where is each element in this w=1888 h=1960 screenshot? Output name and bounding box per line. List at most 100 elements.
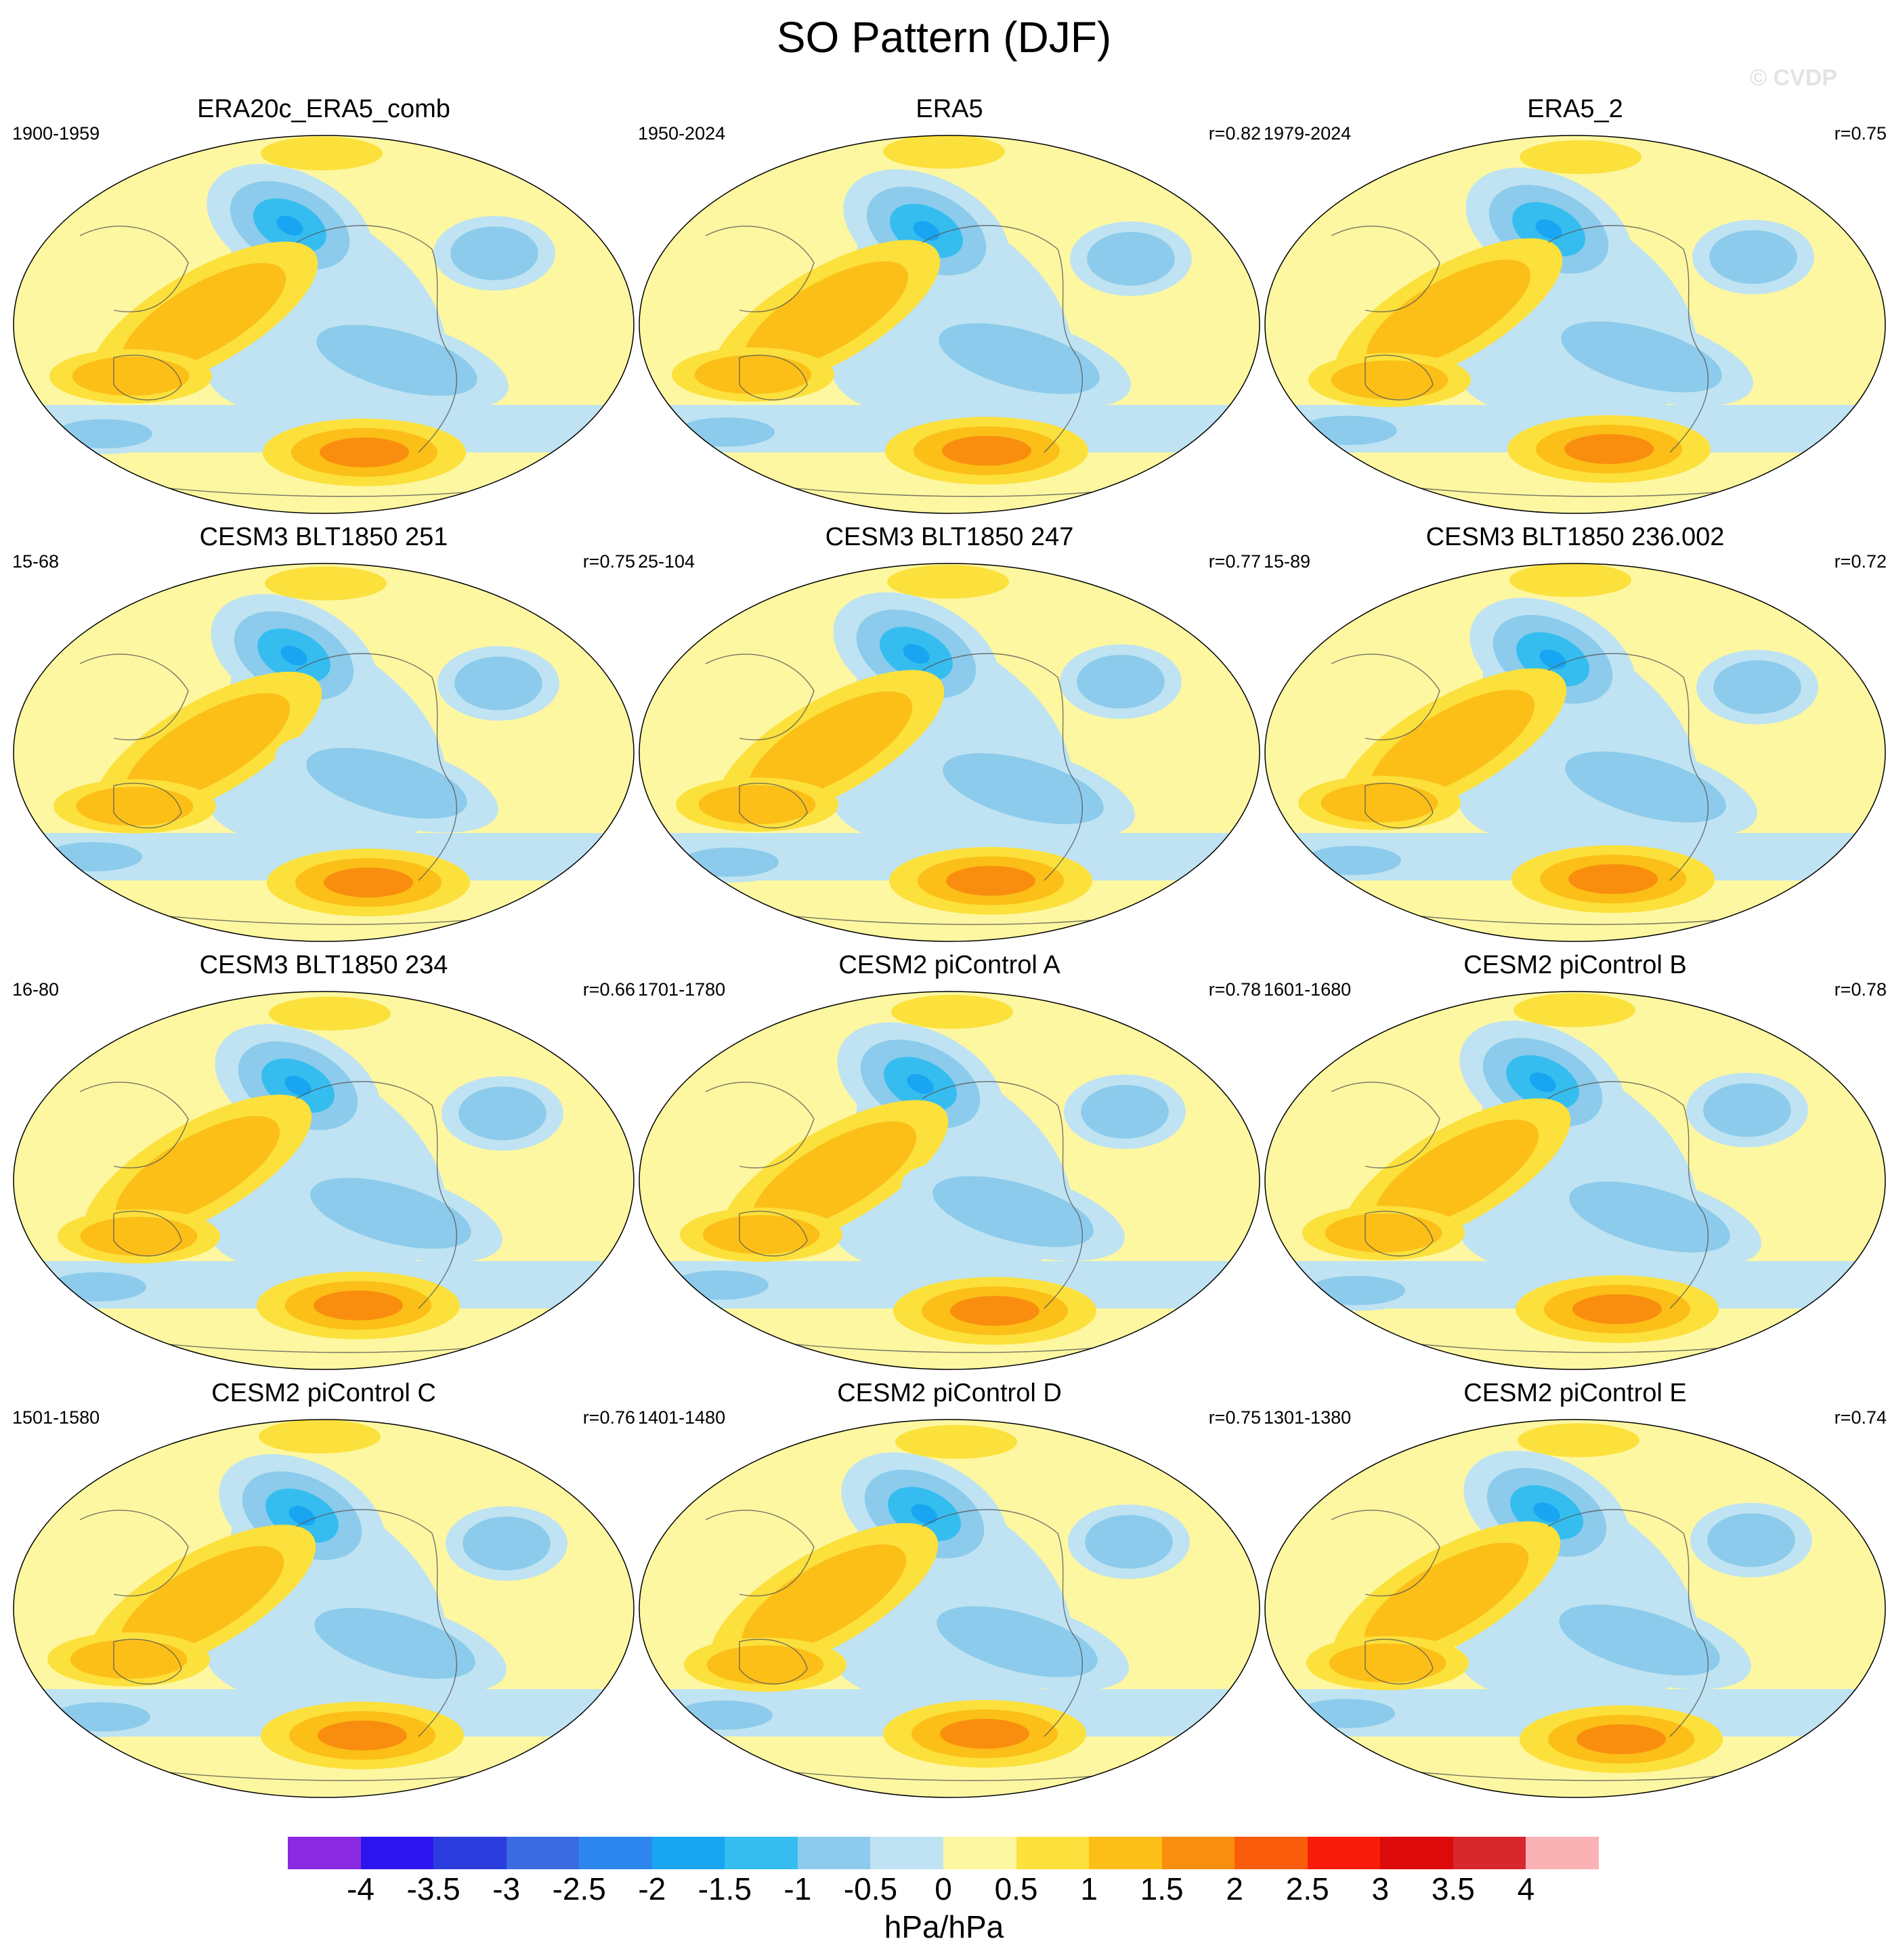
- coastline: [705, 1081, 1153, 1353]
- globe-outline: [13, 135, 635, 514]
- contour-region: [269, 996, 391, 1031]
- contour-region: [946, 866, 1035, 896]
- panel-title: CESM2 piControl A: [838, 951, 1060, 979]
- colorbar-segment: [579, 1837, 653, 1869]
- colorbar-tick-label: -1: [784, 1871, 812, 1906]
- coastline: [79, 225, 528, 497]
- panel-title: CESM2 piControl C: [211, 1379, 436, 1407]
- panel-period: 1900-1959: [12, 123, 100, 144]
- coastline: [1331, 1509, 1779, 1781]
- contour-map: [1264, 563, 1886, 942]
- copyright-watermark: © CVDP: [1750, 65, 1837, 91]
- panel-title: ERA20c_ERA5_comb: [197, 95, 450, 123]
- contour-region: [940, 1719, 1029, 1749]
- contour-region: [324, 868, 413, 897]
- panel-title: ERA5_2: [1527, 95, 1623, 123]
- contour-map: [639, 991, 1260, 1370]
- contour-region: [80, 1216, 198, 1256]
- colorbar-segment: [870, 1837, 944, 1869]
- contour-region: [463, 1516, 551, 1571]
- contour-region: [911, 1504, 938, 1525]
- contour-region: [1081, 1084, 1169, 1139]
- colorbar-segment: [943, 1837, 1017, 1869]
- contour-region: [45, 842, 142, 872]
- colorbar-tick-label: -2.5: [552, 1871, 606, 1906]
- map-panel: CESM3 BLT1850 247 25-104 r=0.77: [638, 523, 1261, 943]
- contour-region: [752, 1121, 917, 1232]
- panel-title: ERA5: [916, 95, 983, 123]
- colorbar-tick-label: 1: [1080, 1871, 1098, 1906]
- panel-correlation: r=0.82: [1208, 123, 1261, 144]
- contour-region: [458, 1086, 546, 1141]
- contour-region: [1518, 1423, 1639, 1457]
- colorbar-segment: [797, 1837, 871, 1869]
- colorbar-segment: [1380, 1837, 1454, 1869]
- map-panel: CESM3 BLT1850 251 15-68 r=0.75: [12, 523, 635, 943]
- contour-map: [639, 563, 1260, 942]
- contour-map: [13, 563, 635, 942]
- contour-region: [320, 438, 409, 467]
- contour-region: [1707, 1513, 1795, 1567]
- contour-region: [937, 1606, 1098, 1678]
- globe-outline: [1264, 563, 1886, 942]
- colorbar-tick-label: -0.5: [843, 1871, 898, 1906]
- panel-correlation: r=0.77: [1208, 551, 1261, 572]
- colorbar-segment: [1235, 1837, 1308, 1869]
- contour-region: [1564, 434, 1654, 464]
- contour-region: [1520, 140, 1642, 174]
- colorbar-segment: [360, 1837, 434, 1869]
- contour-map: [13, 135, 635, 514]
- contour-region: [675, 1700, 773, 1730]
- contour-region: [891, 995, 1013, 1029]
- contour-region: [119, 1546, 284, 1657]
- contour-region: [1561, 321, 1722, 393]
- map-panel: ERA5_2 1979-2024 r=0.75: [1264, 95, 1887, 515]
- panel-period: 1950-2024: [638, 123, 726, 144]
- coastline: [1331, 1081, 1779, 1353]
- globe-outline: [639, 991, 1260, 1370]
- contour-region: [744, 261, 909, 372]
- contour-region: [883, 135, 1005, 169]
- coastline: [79, 653, 528, 925]
- figure-title: SO Pattern (DJF): [776, 13, 1112, 62]
- contour-region: [121, 263, 286, 373]
- panel-period: 1301-1380: [1264, 1407, 1352, 1428]
- colorbar-segment: [1089, 1837, 1163, 1869]
- colorbar-tick-label: 3.5: [1431, 1871, 1475, 1906]
- contour-region: [702, 1215, 820, 1254]
- contour-region: [280, 645, 307, 666]
- contour-region: [261, 136, 383, 171]
- contour-region: [1321, 783, 1438, 823]
- panel-period: 16-80: [12, 979, 60, 1000]
- contour-region: [1085, 1514, 1173, 1569]
- globe-outline: [1264, 991, 1886, 1370]
- contour-region: [310, 1178, 471, 1249]
- colorbar-segment: [288, 1837, 362, 1869]
- globe-outline: [13, 1419, 635, 1798]
- contour-region: [1709, 230, 1797, 284]
- contour-region: [1713, 660, 1801, 715]
- panel-correlation: r=0.72: [1834, 551, 1887, 572]
- contour-region: [265, 566, 387, 601]
- contour-region: [1331, 360, 1449, 400]
- globe-outline: [13, 991, 635, 1370]
- contour-region: [1535, 219, 1562, 240]
- contour-region: [306, 748, 467, 819]
- contour-region: [1304, 845, 1401, 876]
- contour-region: [1077, 654, 1165, 709]
- contour-region: [1374, 1120, 1539, 1230]
- contour-region: [450, 226, 538, 280]
- panel-period: 15-89: [1264, 551, 1311, 572]
- map-panel: CESM3 BLT1850 234 16-80 r=0.66: [12, 951, 635, 1371]
- contour-map: [639, 135, 1260, 514]
- colorbar-segment: [651, 1837, 725, 1869]
- panel-title: CESM3 BLT1850 236.002: [1425, 523, 1725, 551]
- contour-map: [13, 1419, 635, 1798]
- contour-region: [1533, 1502, 1560, 1522]
- panel-period: 1501-1580: [12, 1407, 100, 1428]
- contour-region: [1370, 689, 1535, 800]
- colorbar-segment: [433, 1837, 507, 1869]
- map-panel: CESM2 piControl B 1601-1680 r=0.78: [1264, 951, 1887, 1371]
- contour-region: [1568, 864, 1658, 894]
- globe-outline: [1264, 1419, 1886, 1798]
